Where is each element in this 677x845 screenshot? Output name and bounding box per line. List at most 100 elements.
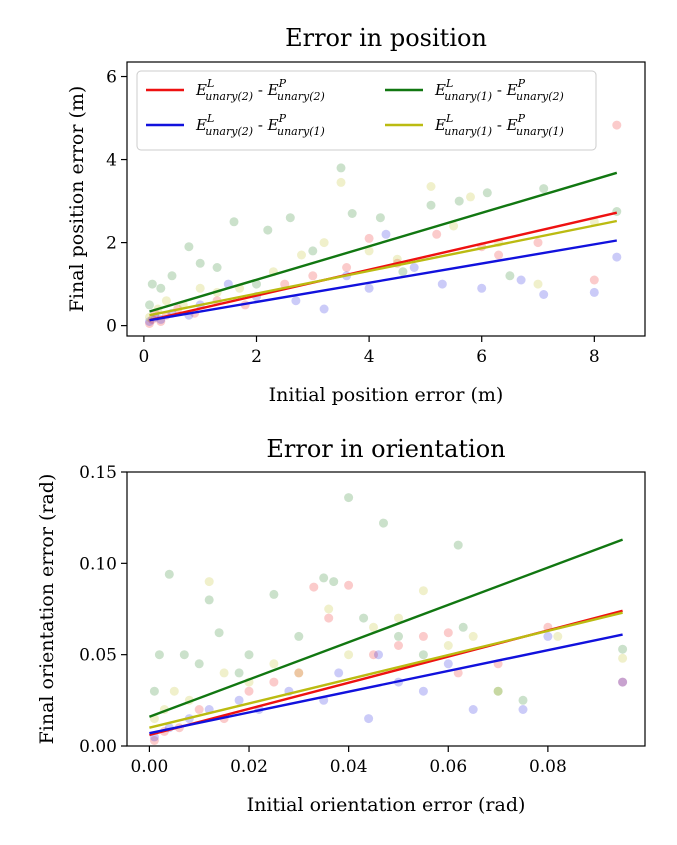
scatter-point xyxy=(294,668,304,678)
scatter-point xyxy=(294,668,304,678)
x-axis-label: Initial position error (m) xyxy=(269,384,504,406)
scatter-point xyxy=(212,263,222,272)
series-fit-line xyxy=(149,219,618,317)
legend-entry: EL unary(2) - EP unary(2) xyxy=(195,77,325,103)
series-fit-line xyxy=(148,538,624,718)
scatter-point xyxy=(426,182,436,191)
scatter-point xyxy=(344,580,354,590)
scatter-point xyxy=(285,213,295,223)
scatter-point xyxy=(252,279,261,289)
scatter-point xyxy=(437,279,447,289)
scatter-point xyxy=(539,290,549,299)
scatter-point xyxy=(156,283,166,293)
y-tick-label: 2 xyxy=(106,234,117,254)
scatter-point xyxy=(453,668,463,678)
scatter-point xyxy=(477,283,487,293)
scatter-point xyxy=(409,263,419,272)
scatter-point xyxy=(244,650,254,660)
scatter-point xyxy=(381,229,391,239)
y-axis-label: Final position error (m) xyxy=(66,86,88,313)
scatter-point xyxy=(494,250,504,260)
scatter-point xyxy=(149,736,159,745)
scatter-point xyxy=(167,271,177,281)
axes-frame xyxy=(126,471,646,747)
scatter-point xyxy=(466,192,475,202)
scatter-point xyxy=(468,705,478,714)
scatter-point xyxy=(334,668,344,678)
y-axis-ticks: 0.00 0.05 0.10 0.15 xyxy=(79,463,127,757)
x-tick-label: 0.00 xyxy=(130,757,168,777)
legend-entry: EL unary(1) - EP unary(2) xyxy=(434,77,564,103)
y-tick-label: 6 xyxy=(106,68,117,88)
scatter-point xyxy=(219,668,229,678)
scatter-point xyxy=(319,304,329,314)
scatter-point xyxy=(329,577,339,587)
scatter-point xyxy=(161,296,171,306)
scatter-point xyxy=(336,177,346,187)
scatter-point xyxy=(482,188,492,198)
scatter-point xyxy=(453,540,463,550)
x-axis-label: Initial orientation error (rad) xyxy=(247,794,526,816)
scatter-point xyxy=(418,650,428,660)
scatter-point xyxy=(269,659,279,669)
x-tick-label: 0.06 xyxy=(429,757,467,777)
scatter-point xyxy=(543,631,553,641)
scatter-point xyxy=(454,196,464,206)
x-tick-label: 0.02 xyxy=(230,757,268,777)
scatter-point xyxy=(418,686,428,696)
scatter-point xyxy=(589,287,599,297)
scatter-point xyxy=(234,695,244,705)
chart-title: Error in position xyxy=(285,24,487,52)
scatter-point xyxy=(308,271,318,281)
chart-title: Error in orientation xyxy=(266,435,505,463)
scatter-point xyxy=(518,705,528,714)
scatter-point xyxy=(147,279,157,289)
scatter-point xyxy=(394,641,403,650)
scatter-point xyxy=(618,677,628,687)
scatter-point xyxy=(342,263,352,272)
scatter-point xyxy=(618,644,628,654)
scatter-point xyxy=(194,659,204,669)
x-tick-label: 0.04 xyxy=(330,757,368,777)
x-tick-label: 4 xyxy=(364,347,375,367)
scatter-point xyxy=(347,209,357,218)
scatter-point xyxy=(369,622,378,632)
scatter-point xyxy=(418,631,428,641)
scatter-point xyxy=(533,279,543,289)
scatter-point xyxy=(364,233,374,243)
scatter-point xyxy=(145,319,154,328)
scatter-point xyxy=(426,200,436,210)
scatter-point xyxy=(493,686,503,696)
scatter-point xyxy=(344,650,354,660)
scatter-point xyxy=(612,252,622,262)
y-tick-label: 0.05 xyxy=(79,646,117,666)
series-fit-line xyxy=(149,633,623,735)
scatter-point xyxy=(294,631,304,641)
scatter-point xyxy=(432,229,442,239)
scatter-point xyxy=(229,217,239,227)
scatter-point xyxy=(553,631,563,641)
plot-area xyxy=(145,120,622,328)
orientation-error-chart: Error in orientation 0.00 0.02 0.04 0.06 0.0… xyxy=(36,435,646,816)
scatter-point xyxy=(516,275,526,285)
scatter-point xyxy=(518,695,528,705)
scatter-point xyxy=(244,686,254,696)
scatter-point xyxy=(493,686,503,696)
scatter-point xyxy=(364,714,374,724)
scatter-point xyxy=(309,582,319,592)
x-tick-label: 2 xyxy=(251,347,262,367)
scatter-point xyxy=(505,271,515,281)
scatter-point xyxy=(336,163,346,173)
scatter-point xyxy=(375,213,385,223)
series-fit-line xyxy=(149,171,618,313)
y-axis-ticks: 0 2 4 6 xyxy=(106,68,127,337)
scatter-point xyxy=(194,705,204,714)
scatter-point xyxy=(214,628,224,638)
scatter-point xyxy=(443,641,453,650)
scatter-point xyxy=(154,650,164,660)
y-tick-label: 0.00 xyxy=(79,737,117,757)
scatter-point xyxy=(319,238,329,248)
scatter-point xyxy=(263,225,273,235)
scatter-point xyxy=(418,586,428,596)
